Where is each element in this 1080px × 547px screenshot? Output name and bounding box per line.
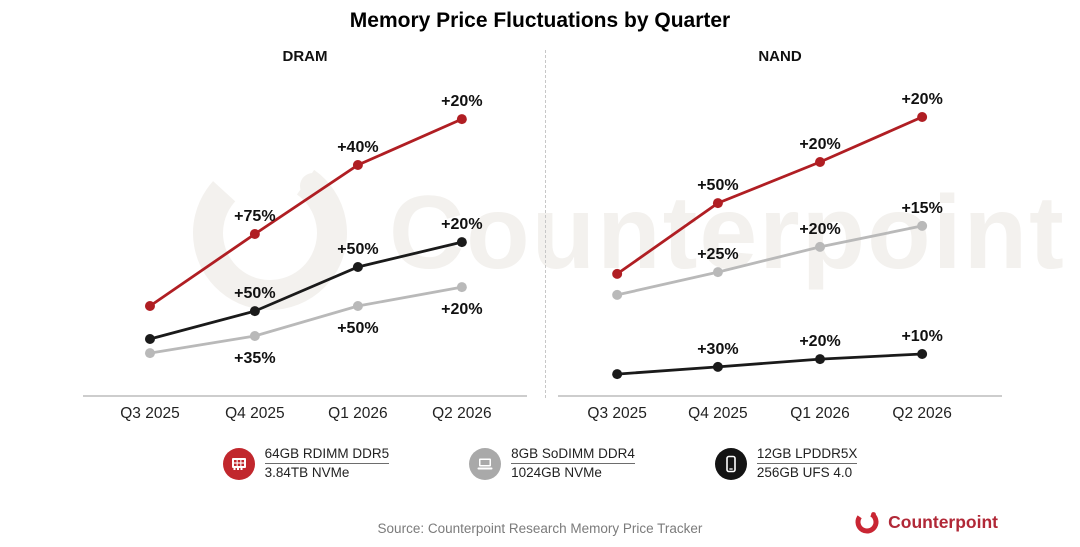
legend-text-smartphone: 12GB LPDDR5X 256GB UFS 4.0 [756,446,858,481]
data-label: +15% [901,200,942,217]
data-point [352,160,363,170]
data-label: +20% [799,136,840,153]
series-line [149,117,463,308]
data-label: +20% [441,93,482,110]
x-tick-label: Q3 2025 [587,405,646,422]
legend-text-pc: 8GB SoDIMM DDR4 1024GB NVMe [511,446,635,481]
legend-smartphone-nand-label: 256GB UFS 4.0 [756,465,853,480]
data-point [612,369,623,380]
panel-divider [545,50,546,398]
data-label: +25% [697,246,738,263]
series-line [149,240,463,341]
data-label: +20% [901,91,942,108]
series-line [617,352,923,376]
nand-plot: Q3 2025 Q4 2025 Q1 2026 Q2 2026 +25% +20% +15%… [558,91,1002,422]
legend-smartphone-dram-label: 12GB LPDDR5X [756,446,858,464]
series-line [149,285,463,355]
smartphone-icon [714,447,747,480]
counterpoint-logo: Counterpoint [854,509,998,535]
data-point [712,361,723,372]
legend-server-nand-label: 3.84TB NVMe [264,465,350,480]
data-label: +40% [337,139,378,156]
data-label: +50% [697,177,738,194]
data-point [917,220,928,231]
data-label: +50% [337,320,378,337]
page-title: Memory Price Fluctuations by Quarter [349,9,731,32]
data-point [249,229,260,239]
data-point [815,241,826,252]
data-label: +20% [441,216,482,233]
data-point [712,198,723,209]
data-point [612,289,623,300]
data-label: +50% [337,241,378,258]
counterpoint-logo-text: Counterpoint [888,511,998,532]
source-note: Source: Counterpoint Research Memory Pri… [377,521,703,536]
data-label: +50% [234,285,275,302]
data-point [456,237,467,248]
legend: 64GB RDIMM DDR5 3.84TB NVMe 8GB SoDIMM D… [0,446,1080,481]
dram-panel: DRAM Q3 2025 Q4 2025 Q1 2026 Q2 2026 +35% +50… [75,48,535,425]
x-tick-label: Q2 2026 [432,405,491,422]
data-point [456,114,467,125]
x-tick-label: Q2 2026 [892,405,951,422]
data-point [612,268,623,279]
memory-module-icon [222,447,255,480]
data-point [456,282,467,293]
x-tick-label: Q4 2025 [688,405,747,422]
dram-plot: Q3 2025 Q4 2025 Q1 2026 Q2 2026 +35% +50% +20%… [83,93,527,422]
dram-panel-title: DRAM [282,48,328,65]
data-point [815,157,826,167]
data-label: +20% [799,221,840,238]
legend-pc-dram-label: 8GB SoDIMM DDR4 [511,446,635,464]
data-label: +75% [234,208,275,225]
x-tick-label: Q3 2025 [120,405,179,422]
data-label: +35% [234,350,275,367]
data-point [352,262,363,272]
legend-item-pc: 8GB SoDIMM DDR4 1024GB NVMe [469,446,635,481]
data-point [144,334,155,344]
data-label: +30% [697,341,738,358]
data-point [249,331,260,341]
data-label: +20% [799,333,840,350]
x-tick-label: Q1 2026 [328,405,387,422]
data-point [815,354,826,365]
legend-pc-nand-label: 1024GB NVMe [511,465,602,480]
data-point [144,348,155,359]
nand-panel-title: NAND [758,48,802,65]
counterpoint-logo-icon [855,510,879,534]
data-point [917,112,928,122]
data-point [249,306,260,317]
legend-item-smartphone: 12GB LPDDR5X 256GB UFS 4.0 [714,446,858,481]
data-point [352,301,363,311]
x-tick-label: Q4 2025 [225,405,284,422]
legend-text-server: 64GB RDIMM DDR5 3.84TB NVMe [264,446,390,481]
x-tick-label: Q1 2026 [790,405,849,422]
series-line [616,115,923,276]
data-label: +20% [441,301,482,318]
nand-panel: NAND Q3 2025 Q4 2025 Q1 2026 Q2 2026 +25% +20… [550,48,1010,425]
legend-server-dram-label: 64GB RDIMM DDR5 [264,446,390,464]
legend-item-server: 64GB RDIMM DDR5 3.84TB NVMe [222,446,390,481]
data-point [712,267,723,278]
data-point [144,301,155,311]
series-line [616,224,923,297]
data-point [917,349,928,359]
data-label: +10% [901,328,942,345]
laptop-icon [469,447,502,480]
